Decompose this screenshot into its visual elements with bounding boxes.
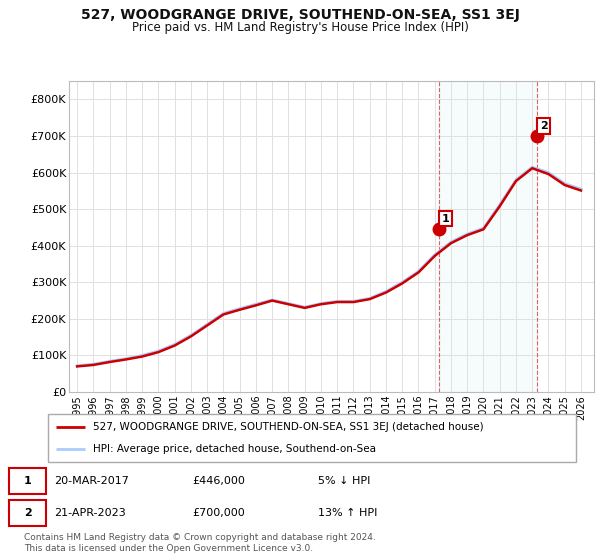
Text: 13% ↑ HPI: 13% ↑ HPI — [318, 508, 377, 518]
Text: Contains HM Land Registry data © Crown copyright and database right 2024.
This d: Contains HM Land Registry data © Crown c… — [24, 533, 376, 553]
Text: 527, WOODGRANGE DRIVE, SOUTHEND-ON-SEA, SS1 3EJ: 527, WOODGRANGE DRIVE, SOUTHEND-ON-SEA, … — [80, 8, 520, 22]
Text: 1: 1 — [442, 214, 449, 223]
Text: £446,000: £446,000 — [192, 476, 245, 486]
Text: HPI: Average price, detached house, Southend-on-Sea: HPI: Average price, detached house, Sout… — [93, 444, 376, 454]
Bar — [439, 81, 537, 392]
Text: 1: 1 — [24, 476, 31, 486]
Text: 20-MAR-2017: 20-MAR-2017 — [54, 476, 129, 486]
Text: 5% ↓ HPI: 5% ↓ HPI — [318, 476, 370, 486]
Text: 527, WOODGRANGE DRIVE, SOUTHEND-ON-SEA, SS1 3EJ (detached house): 527, WOODGRANGE DRIVE, SOUTHEND-ON-SEA, … — [93, 422, 484, 432]
Text: £700,000: £700,000 — [192, 508, 245, 518]
Text: 2: 2 — [540, 121, 547, 131]
FancyBboxPatch shape — [9, 500, 46, 526]
Text: 21-APR-2023: 21-APR-2023 — [54, 508, 126, 518]
FancyBboxPatch shape — [9, 468, 46, 494]
Text: Price paid vs. HM Land Registry's House Price Index (HPI): Price paid vs. HM Land Registry's House … — [131, 21, 469, 34]
FancyBboxPatch shape — [48, 414, 576, 462]
Text: 2: 2 — [24, 508, 31, 518]
